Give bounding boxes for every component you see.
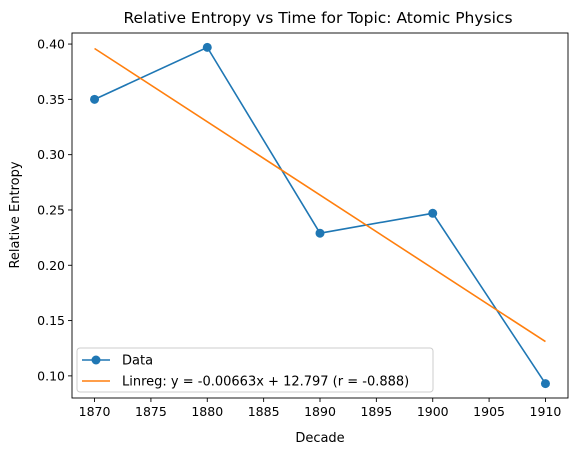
data-point: [315, 228, 325, 238]
y-tick-label: 0.35: [37, 92, 65, 107]
legend-data-label: Data: [122, 354, 153, 369]
data-point: [90, 94, 100, 104]
chart-title: Relative Entropy vs Time for Topic: Atom…: [123, 9, 512, 27]
y-tick-label: 0.15: [37, 313, 65, 328]
series-line-1: [94, 47, 546, 343]
x-tick-label: 1895: [360, 404, 392, 419]
x-tick-label: 1910: [530, 404, 562, 419]
x-tick-label: 1890: [304, 404, 336, 419]
series-line-0: [94, 46, 547, 385]
legend-box: [76, 347, 434, 393]
x-tick-label: 1870: [79, 404, 111, 419]
x-axis-label: Decade: [295, 431, 344, 446]
data-point: [428, 208, 438, 218]
y-tick-label: 0.40: [37, 37, 65, 52]
y-tick-label: 0.25: [37, 202, 65, 217]
y-tick-label: 0.20: [37, 258, 65, 273]
legend-data-marker: [91, 355, 101, 365]
data-point: [202, 42, 212, 52]
x-tick-label: 1885: [248, 404, 280, 419]
x-axis: 1870 1875 1880 1885 1890 1895 1900 1905 1910: [79, 398, 562, 419]
y-tick-label: 0.10: [37, 368, 65, 383]
x-tick-label: 1900: [417, 404, 449, 419]
y-axis: 0.10 0.15 0.20 0.25 0.30 0.35 0.40: [37, 37, 72, 383]
legend: Data Linreg: y = -0.00663x + 12.797 (r =…: [76, 347, 434, 393]
legend-linreg-label: Linreg: y = -0.00663x + 12.797 (r = -0.8…: [122, 375, 409, 390]
x-tick-label: 1905: [473, 404, 505, 419]
plot-area: [71, 32, 569, 399]
data-point: [540, 379, 550, 389]
x-tick-label: 1875: [135, 404, 167, 419]
y-axis-label: Relative Entropy: [8, 161, 23, 268]
series-layer: [90, 42, 550, 389]
y-tick-label: 0.30: [37, 147, 65, 162]
x-tick-label: 1880: [191, 404, 223, 419]
